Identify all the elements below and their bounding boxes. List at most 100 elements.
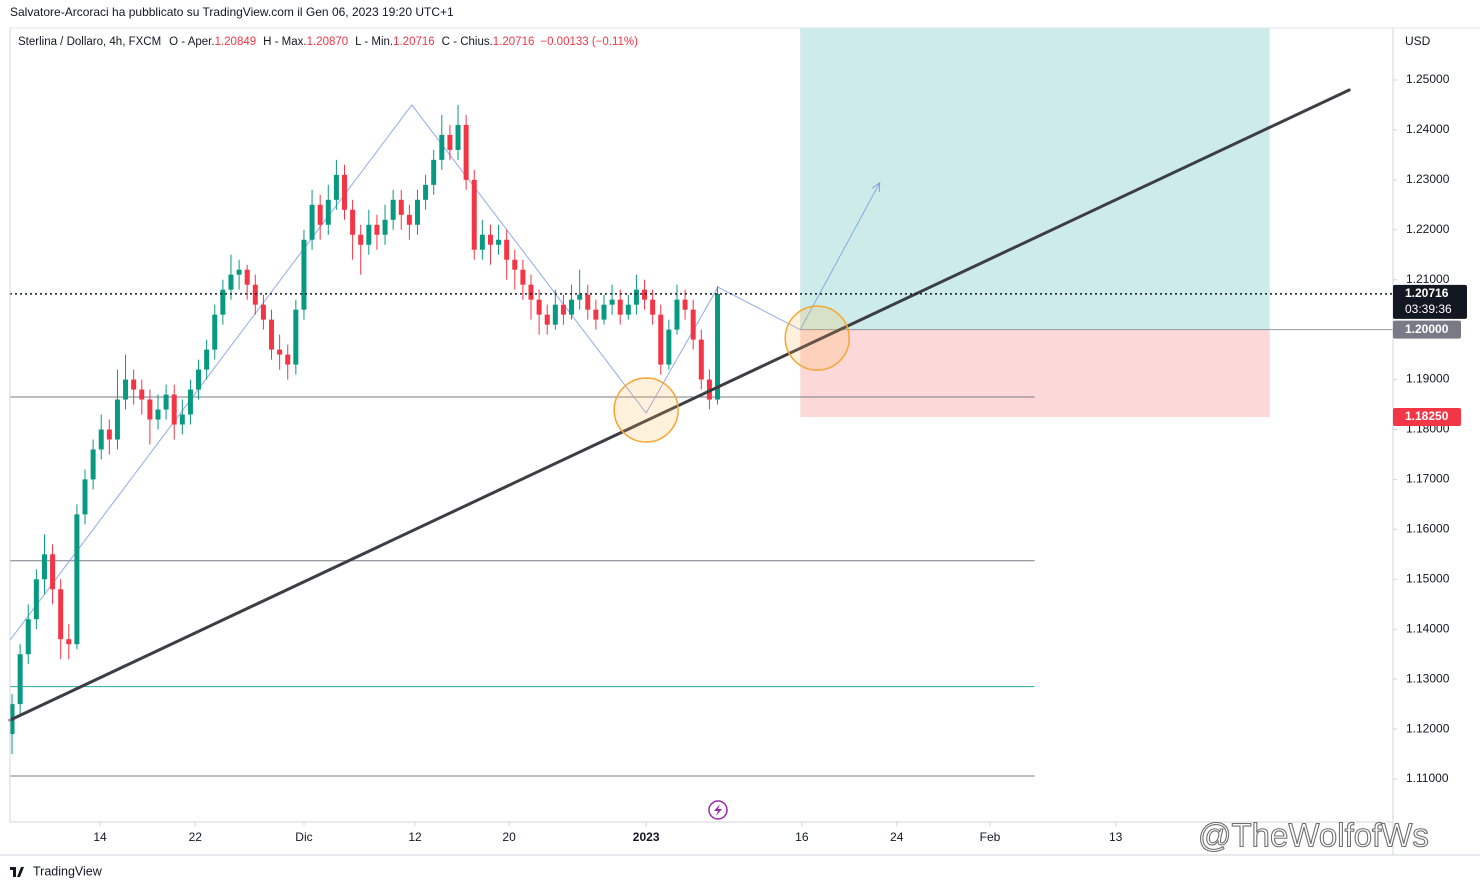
candle-body [682, 299, 688, 310]
candle-body [139, 389, 145, 400]
legend: Sterlina / Dollaro, 4h, FXCM O - Aper.1.2… [18, 36, 638, 48]
candle-body [98, 429, 104, 450]
y-tick-label: 1.11000 [1406, 771, 1449, 785]
candle-body [147, 399, 153, 420]
price-badge-label: 1.18250 [1405, 409, 1449, 423]
countdown: 03:39:36 [1405, 302, 1452, 316]
candle-body [447, 134, 453, 150]
candle-body [715, 293, 721, 400]
candle-body [179, 414, 185, 425]
y-tick-label: 1.24000 [1406, 122, 1450, 136]
candle-body [228, 274, 234, 290]
x-tick-label: 12 [408, 830, 422, 844]
price-badge [1393, 408, 1461, 427]
candle-body [41, 554, 47, 580]
trendline [8, 88, 1351, 722]
candle-body [50, 554, 56, 590]
candle-body [414, 199, 420, 225]
legend-field: C - Chius. [442, 36, 493, 48]
drawings-front [8, 88, 1393, 722]
candle-body [609, 299, 615, 305]
candle-body [650, 299, 656, 315]
legend-value: 1.20849 [215, 36, 257, 48]
candle-body [528, 284, 534, 300]
candle-body [293, 309, 299, 365]
candle-body [552, 304, 558, 325]
y-tick-label: 1.14000 [1406, 621, 1450, 635]
price-badge-label: 1.20000 [1405, 322, 1449, 336]
candle-body [479, 234, 485, 250]
candle-body [74, 514, 80, 645]
y-tick-label: 1.25000 [1406, 72, 1450, 86]
candle-body [625, 304, 631, 315]
candle-body [674, 299, 680, 330]
candle-body [25, 619, 31, 655]
legend-change: −0.00133 (−0.11%) [540, 36, 638, 48]
candle-body [269, 319, 275, 350]
legend-symbol: Sterlina / Dollaro, 4h, FXCM [18, 36, 161, 48]
candle-body [236, 269, 242, 275]
candle-body [106, 429, 112, 440]
drawings-back [9, 28, 1393, 777]
candle-body [496, 239, 502, 245]
candle-body [633, 289, 639, 305]
candle-body [666, 329, 672, 365]
candle-body [317, 204, 323, 225]
candle-body [325, 199, 331, 225]
y-tick-label: 1.19000 [1406, 372, 1450, 386]
candle-body [341, 174, 347, 210]
y-tick-label: 1.22000 [1406, 222, 1450, 236]
candle-body [374, 224, 380, 235]
candle-body [155, 409, 161, 420]
candle-body [504, 239, 510, 260]
candle-body [163, 394, 169, 410]
candle-body [171, 394, 177, 425]
candle-body [366, 224, 372, 245]
x-tick-label: 13 [1109, 830, 1123, 844]
candle-body [285, 354, 291, 365]
candle-body [382, 219, 388, 235]
candle-body [390, 199, 396, 220]
candle-body [66, 639, 72, 645]
event-icon [708, 800, 728, 820]
candle-body [463, 124, 469, 180]
y-tick-label: 1.13000 [1406, 671, 1450, 685]
position-stop-zone [800, 329, 1270, 418]
candle-body [196, 369, 202, 390]
y-tick-label: 1.23000 [1406, 172, 1450, 186]
x-tick-label: Dic [295, 830, 312, 844]
legend-value: 1.20716 [493, 36, 535, 48]
x-tick-label: 2023 [633, 830, 660, 844]
price-badge [1393, 320, 1461, 339]
highlight-circle [784, 305, 851, 371]
candle-body [577, 294, 583, 300]
candle-body [698, 339, 704, 380]
candle-body [536, 299, 542, 315]
highlight-circle [613, 377, 679, 443]
legend-field: L - Min. [355, 36, 393, 48]
y-tick-label: 1.16000 [1406, 522, 1450, 536]
price-badge [1393, 284, 1467, 319]
candle-body [58, 589, 64, 640]
candle-body [260, 304, 266, 320]
projection-arrowhead [872, 181, 881, 192]
legend-field: O - Aper. [169, 36, 214, 48]
legend-field: H - Max. [263, 36, 306, 48]
candle-body [471, 179, 477, 250]
candle-body [252, 284, 258, 305]
candle-body [406, 214, 412, 225]
candle-body [512, 259, 518, 270]
candle-body [544, 314, 550, 325]
candle-body [423, 184, 429, 200]
x-tick-label: 24 [890, 830, 904, 844]
y-tick-label: 1.15000 [1406, 571, 1450, 585]
candle-body [431, 159, 437, 185]
candle-body [455, 124, 461, 150]
y-tick-label: 1.17000 [1406, 472, 1450, 486]
candle-body [658, 314, 664, 365]
candle-body [17, 654, 23, 705]
legend-value: 1.20716 [393, 36, 435, 48]
candle-body [439, 134, 445, 160]
x-tick-label: 16 [795, 830, 809, 844]
candle-body [212, 314, 218, 350]
